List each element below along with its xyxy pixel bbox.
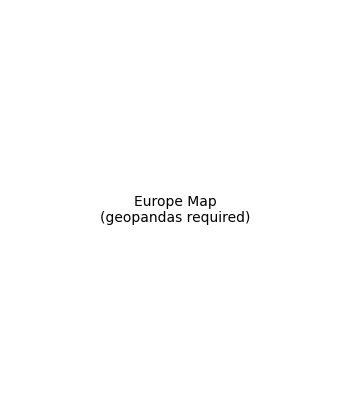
Text: Europe Map
(geopandas required): Europe Map (geopandas required) — [100, 195, 250, 225]
